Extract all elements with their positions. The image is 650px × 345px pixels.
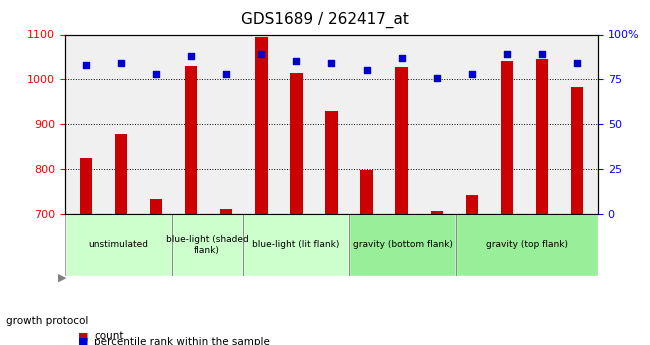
Point [572,60,582,66]
Point [151,71,161,77]
Point [256,51,266,57]
Bar [395,67,408,345]
Text: blue-light (shaded
flank): blue-light (shaded flank) [166,235,248,255]
Text: growth protocol: growth protocol [6,316,92,326]
Bar [150,199,162,345]
Bar [115,134,127,345]
Bar [326,111,337,345]
Text: ■: ■ [78,332,88,341]
Bar [465,195,478,345]
Bar [361,170,372,345]
Text: percentile rank within the sample: percentile rank within the sample [94,337,270,345]
Bar [185,66,198,345]
Point [502,51,512,57]
Text: gravity (top flank): gravity (top flank) [486,240,568,249]
Bar [430,211,443,345]
Point [432,75,442,80]
Text: count: count [94,332,124,341]
FancyBboxPatch shape [349,214,456,276]
Bar [255,37,268,345]
FancyBboxPatch shape [172,214,242,276]
FancyBboxPatch shape [65,214,172,276]
Text: ▶: ▶ [57,273,66,283]
Point [537,51,547,57]
Bar [571,87,583,345]
Point [291,59,302,64]
Bar [500,61,513,345]
Point [361,68,372,73]
Bar [220,208,233,345]
Text: blue-light (lit flank): blue-light (lit flank) [252,240,340,249]
Bar [536,59,548,345]
Bar [291,72,302,345]
Point [326,60,337,66]
Bar [80,158,92,345]
Text: unstimulated: unstimulated [88,240,148,249]
Point [116,60,126,66]
Point [81,62,91,68]
Text: gravity (bottom flank): gravity (bottom flank) [353,240,452,249]
Text: GDS1689 / 262417_at: GDS1689 / 262417_at [241,12,409,28]
Point [396,55,407,61]
FancyBboxPatch shape [456,214,598,276]
Point [467,71,477,77]
Point [221,71,231,77]
FancyBboxPatch shape [242,214,349,276]
Point [186,53,196,59]
Text: ■: ■ [78,337,88,345]
